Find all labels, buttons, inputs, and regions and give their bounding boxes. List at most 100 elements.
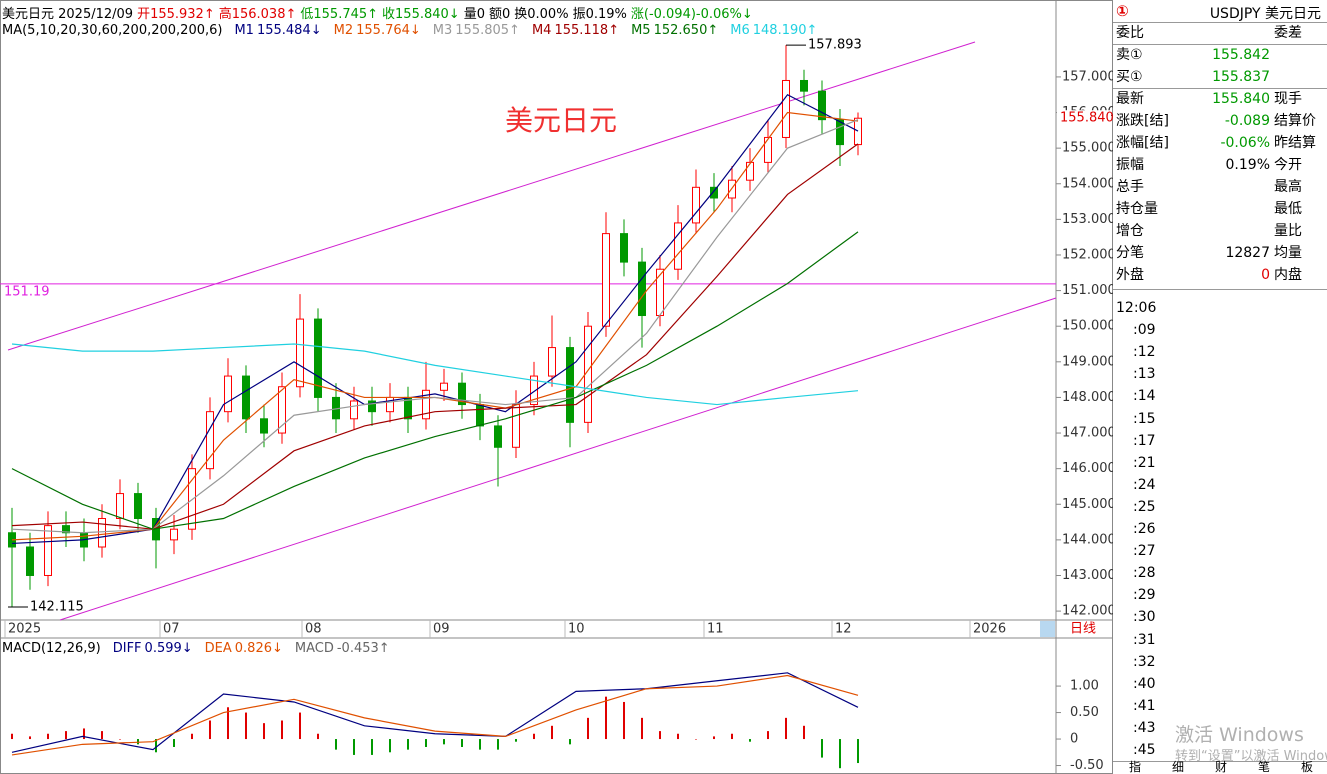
legend-value: -0.453↑ (336, 641, 390, 656)
y-tick-label: 153.000 (1062, 212, 1113, 227)
ma-legend: MA(5,10,20,30,60,200,200,200,6) M1 155.484… (2, 23, 821, 38)
y-tick-label: 143.000 (1062, 568, 1113, 583)
y-tick-label: -0.50 (1070, 758, 1104, 773)
candle-body (494, 425, 502, 448)
y-tick-label: 0.50 (1070, 705, 1099, 720)
date-label: 07 (163, 622, 180, 637)
row-label: 委比 (1116, 25, 1144, 41)
macd-bar (101, 731, 103, 740)
row-right: 委差 (1274, 25, 1302, 41)
row-right: 今开 (1274, 157, 1302, 173)
macd-bar (353, 739, 355, 755)
quote-row: 总手 最高 (1113, 176, 1327, 198)
y-tick-label: 148.000 (1062, 390, 1113, 405)
date-label: 12 (835, 622, 852, 637)
candle-body (836, 119, 844, 146)
y-tick-label: 144.000 (1062, 532, 1113, 547)
row-value: 155.842 (1212, 47, 1270, 63)
ma-line (11, 111, 859, 541)
ma-label: MA(5,10,20,30,60,200,200,200,6) (2, 23, 223, 38)
quote-row: 分笔 12827 均量 (1113, 242, 1327, 264)
legend-value: 0.599↓ (144, 641, 193, 656)
candle-body (386, 396, 394, 413)
time-item: :25 (1133, 498, 1156, 515)
legend-name: M1 (234, 23, 254, 38)
tab[interactable]: 指 (1129, 760, 1142, 774)
macd-bar (533, 733, 535, 740)
legend-name: M5 (631, 23, 651, 38)
tab[interactable]: 板 (1301, 760, 1314, 774)
legend-name: DIFF (112, 641, 142, 656)
macd-bar (551, 725, 553, 740)
row-value: -0.06% (1220, 135, 1270, 151)
row-right: 内盘 (1274, 267, 1302, 283)
macd-bar (677, 733, 679, 740)
time-item: :43 (1133, 719, 1156, 736)
candle-body (764, 136, 772, 163)
time-item: :15 (1133, 410, 1156, 427)
candle-body (170, 528, 178, 541)
legend-name: M3 (432, 23, 453, 38)
macd-bar (623, 701, 625, 740)
channel-upper (7, 41, 976, 351)
candle-body (548, 347, 556, 377)
quote-row: 最新 155.840 现手 (1113, 88, 1327, 110)
candle-body (116, 493, 124, 520)
row-label: 涨幅[结] (1116, 135, 1169, 151)
row-right: 最低 (1274, 201, 1302, 217)
macd-bar (317, 733, 319, 740)
quote-header: 美元日元 2025/12/09 开155.932↑ 高156.038↑ 低155.74… (2, 3, 757, 22)
macd-bar (839, 739, 841, 769)
time-item: :31 (1133, 631, 1156, 648)
candle-body (620, 233, 628, 263)
candle-body (350, 400, 358, 420)
header-item: 额0 (488, 7, 511, 22)
row-value: 155.840 (1212, 91, 1270, 107)
macd-bar (767, 731, 769, 740)
quote-row: 外盘 0 内盘 (1113, 264, 1327, 286)
macd-bar (515, 739, 517, 742)
candle-body (530, 375, 538, 406)
y-tick-label: 150.000 (1062, 319, 1113, 334)
candle-body (422, 389, 430, 420)
tab[interactable]: 细 (1172, 760, 1185, 774)
candle-body (260, 418, 268, 434)
macd-bar (443, 739, 445, 745)
macd-bar (119, 739, 121, 740)
date-label: 09 (433, 622, 450, 637)
panel-title: USDJPY 美元日元 (1209, 6, 1321, 22)
candle-body (242, 375, 250, 420)
macd-bar (65, 731, 67, 740)
tab[interactable]: 财 (1215, 760, 1228, 774)
macd-bar (479, 739, 481, 750)
macd-bar (11, 733, 13, 740)
date-label: 11 (707, 622, 724, 637)
legend-value: 155.764↓ (356, 23, 421, 38)
y-tick-label: 1.00 (1070, 679, 1099, 694)
time-item: :26 (1133, 521, 1156, 537)
ma-line (11, 231, 859, 530)
candle-body (62, 525, 70, 534)
time-item: :41 (1133, 697, 1156, 714)
watermark: 美元日元 (505, 104, 617, 137)
candle-body (368, 400, 376, 413)
time-item: :32 (1133, 653, 1156, 670)
header-item: 振0.19% (572, 7, 627, 22)
tab[interactable]: 笔 (1258, 760, 1271, 774)
candle-body (224, 375, 232, 413)
macd-bar (281, 720, 283, 740)
time-item: :17 (1133, 432, 1156, 449)
channel-lower (59, 297, 1057, 621)
quote-row: 振幅 0.19% 今开 (1113, 154, 1327, 176)
macd-bar (695, 739, 697, 740)
row-label: 外盘 (1116, 267, 1144, 283)
header-item: 量0 (463, 7, 485, 22)
last-price-bg (1057, 110, 1111, 127)
candle-body (206, 411, 214, 470)
header-item: 开155.932↑ (137, 7, 215, 22)
macd-bar (371, 739, 373, 755)
legend-name: MACD (294, 641, 334, 656)
y-tick-label: 142.000 (1062, 604, 1113, 619)
row-value: 12827 (1225, 245, 1270, 261)
y-tick-label: 147.000 (1062, 426, 1113, 441)
